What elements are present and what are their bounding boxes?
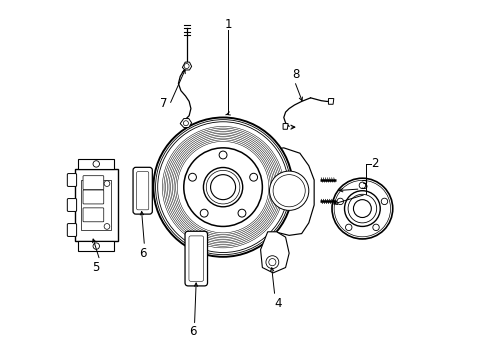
Circle shape [184,64,189,68]
Circle shape [210,175,235,200]
FancyBboxPatch shape [136,172,148,210]
FancyBboxPatch shape [75,169,118,241]
Circle shape [268,258,275,266]
Circle shape [93,161,99,167]
FancyBboxPatch shape [67,224,77,237]
Text: 2: 2 [370,157,378,170]
Text: 6: 6 [139,247,146,260]
Circle shape [272,175,305,207]
Circle shape [219,151,226,159]
Circle shape [372,224,379,230]
FancyBboxPatch shape [83,190,103,204]
FancyBboxPatch shape [184,231,207,286]
Text: 5: 5 [92,261,100,274]
Circle shape [203,167,242,207]
FancyBboxPatch shape [188,236,203,281]
Circle shape [331,178,392,239]
Circle shape [353,200,370,217]
FancyBboxPatch shape [81,180,111,230]
Circle shape [104,224,110,229]
Polygon shape [260,232,288,273]
Circle shape [93,243,99,249]
Polygon shape [182,62,191,70]
Text: 4: 4 [274,297,282,310]
Circle shape [336,198,343,204]
FancyBboxPatch shape [83,176,103,190]
Circle shape [269,171,308,210]
Circle shape [265,256,278,269]
Text: 8: 8 [292,68,299,81]
Circle shape [183,148,262,226]
Polygon shape [283,123,287,129]
Text: 6: 6 [188,325,196,338]
Text: 1: 1 [224,18,232,31]
FancyBboxPatch shape [133,167,152,214]
Polygon shape [262,148,313,235]
FancyBboxPatch shape [67,174,77,186]
Circle shape [183,121,188,126]
Circle shape [249,173,257,181]
FancyBboxPatch shape [78,158,114,169]
Circle shape [104,181,110,186]
FancyBboxPatch shape [67,199,77,211]
Circle shape [238,209,245,217]
Circle shape [344,191,380,226]
Circle shape [381,198,387,204]
FancyBboxPatch shape [83,208,103,222]
Polygon shape [180,118,191,127]
Circle shape [200,209,208,217]
Text: 3: 3 [360,179,367,192]
FancyBboxPatch shape [78,241,114,251]
Circle shape [153,117,292,257]
Text: 7: 7 [160,97,167,110]
Polygon shape [328,99,333,104]
Circle shape [188,173,196,181]
Circle shape [345,224,351,230]
Circle shape [358,182,365,189]
